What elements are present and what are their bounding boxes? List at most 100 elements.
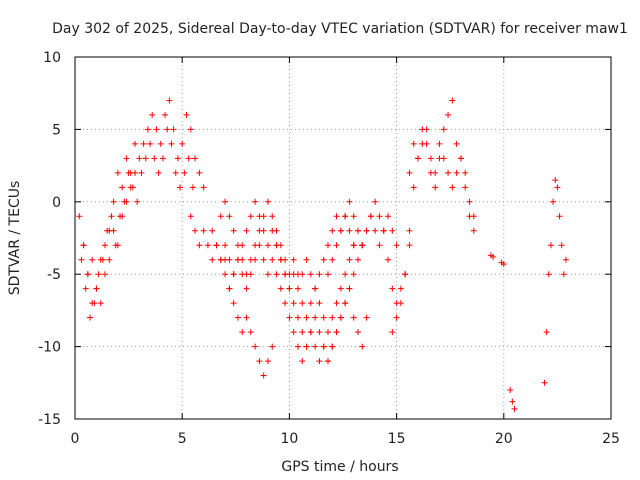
data-point <box>179 140 186 147</box>
data-point <box>93 285 100 292</box>
data-point <box>282 300 289 307</box>
data-point <box>355 329 362 336</box>
data-point <box>157 140 164 147</box>
sat-track-9 <box>324 198 413 307</box>
grid-lines <box>75 57 611 419</box>
data-point <box>222 242 229 249</box>
data-point <box>252 198 259 205</box>
data-point <box>144 126 151 133</box>
data-point <box>125 169 132 176</box>
data-point <box>541 379 548 386</box>
data-point <box>196 242 203 249</box>
data-point <box>260 372 267 379</box>
data-point <box>329 227 336 234</box>
x-tick-labels: 0 5 10 15 20 25 <box>71 431 620 447</box>
data-point <box>307 271 314 278</box>
data-point <box>252 343 259 350</box>
data-point <box>355 256 362 263</box>
data-point <box>142 155 149 162</box>
data-point <box>132 140 139 147</box>
data-point <box>256 213 263 220</box>
data-point <box>312 285 319 292</box>
data-point <box>264 271 271 278</box>
y-tick-label: -5 <box>47 267 61 283</box>
data-point <box>511 405 518 412</box>
data-point <box>230 227 237 234</box>
data-point <box>209 256 216 263</box>
data-point <box>547 242 554 249</box>
data-point <box>320 256 327 263</box>
data-point <box>185 155 192 162</box>
data-point <box>260 256 267 263</box>
data-point <box>462 184 469 191</box>
y-tick-label: -10 <box>38 340 61 356</box>
data-point <box>329 314 336 321</box>
sat-track-12 <box>487 252 507 268</box>
data-point <box>247 271 254 278</box>
data-point <box>453 169 460 176</box>
data-point <box>155 169 162 176</box>
data-point <box>196 169 203 176</box>
data-point <box>204 242 211 249</box>
data-point <box>168 140 175 147</box>
data-point <box>123 155 130 162</box>
data-point <box>114 169 121 176</box>
data-point <box>243 285 250 292</box>
data-point <box>162 111 169 118</box>
data-point <box>397 300 404 307</box>
data-point <box>432 184 439 191</box>
y-tick-label: 10 <box>43 50 61 66</box>
data-point <box>337 314 344 321</box>
data-point <box>299 358 306 365</box>
data-point <box>95 271 102 278</box>
x-tick-label: 20 <box>495 431 513 447</box>
data-point <box>239 242 246 249</box>
data-point <box>172 169 179 176</box>
data-point <box>462 169 469 176</box>
data-point <box>389 227 396 234</box>
data-point <box>273 271 280 278</box>
data-point <box>264 358 271 365</box>
data-points <box>76 97 569 412</box>
sat-track-14 <box>541 177 569 386</box>
data-point <box>389 285 396 292</box>
data-point <box>151 155 158 162</box>
data-point <box>363 314 370 321</box>
data-point <box>346 227 353 234</box>
data-point <box>303 343 310 350</box>
data-point <box>84 271 91 278</box>
data-point <box>410 184 417 191</box>
data-point <box>104 227 111 234</box>
data-point <box>372 198 379 205</box>
data-point <box>359 242 366 249</box>
data-point <box>303 256 310 263</box>
data-point <box>82 285 89 292</box>
data-point <box>264 198 271 205</box>
x-tick-label: 15 <box>388 431 406 447</box>
data-point <box>367 213 374 220</box>
data-point <box>509 398 516 405</box>
chart-title: Day 302 of 2025, Sidereal Day-to-day VTE… <box>52 21 628 37</box>
data-point <box>234 256 241 263</box>
data-point <box>350 271 357 278</box>
data-point <box>320 314 327 321</box>
data-point <box>316 329 323 336</box>
data-point <box>134 198 141 205</box>
data-point <box>320 343 327 350</box>
data-point <box>78 256 85 263</box>
data-point <box>393 242 400 249</box>
data-point <box>247 213 254 220</box>
data-point <box>490 253 497 260</box>
data-point <box>282 271 289 278</box>
data-point <box>87 314 94 321</box>
data-point <box>445 169 452 176</box>
data-point <box>346 198 353 205</box>
x-tick-label: 25 <box>602 431 620 447</box>
sat-track-10 <box>389 126 477 336</box>
data-point <box>192 155 199 162</box>
x-axis-label: GPS time / hours <box>281 459 398 475</box>
data-point <box>102 242 109 249</box>
data-point <box>350 314 357 321</box>
y-tick-label: 5 <box>52 122 61 138</box>
